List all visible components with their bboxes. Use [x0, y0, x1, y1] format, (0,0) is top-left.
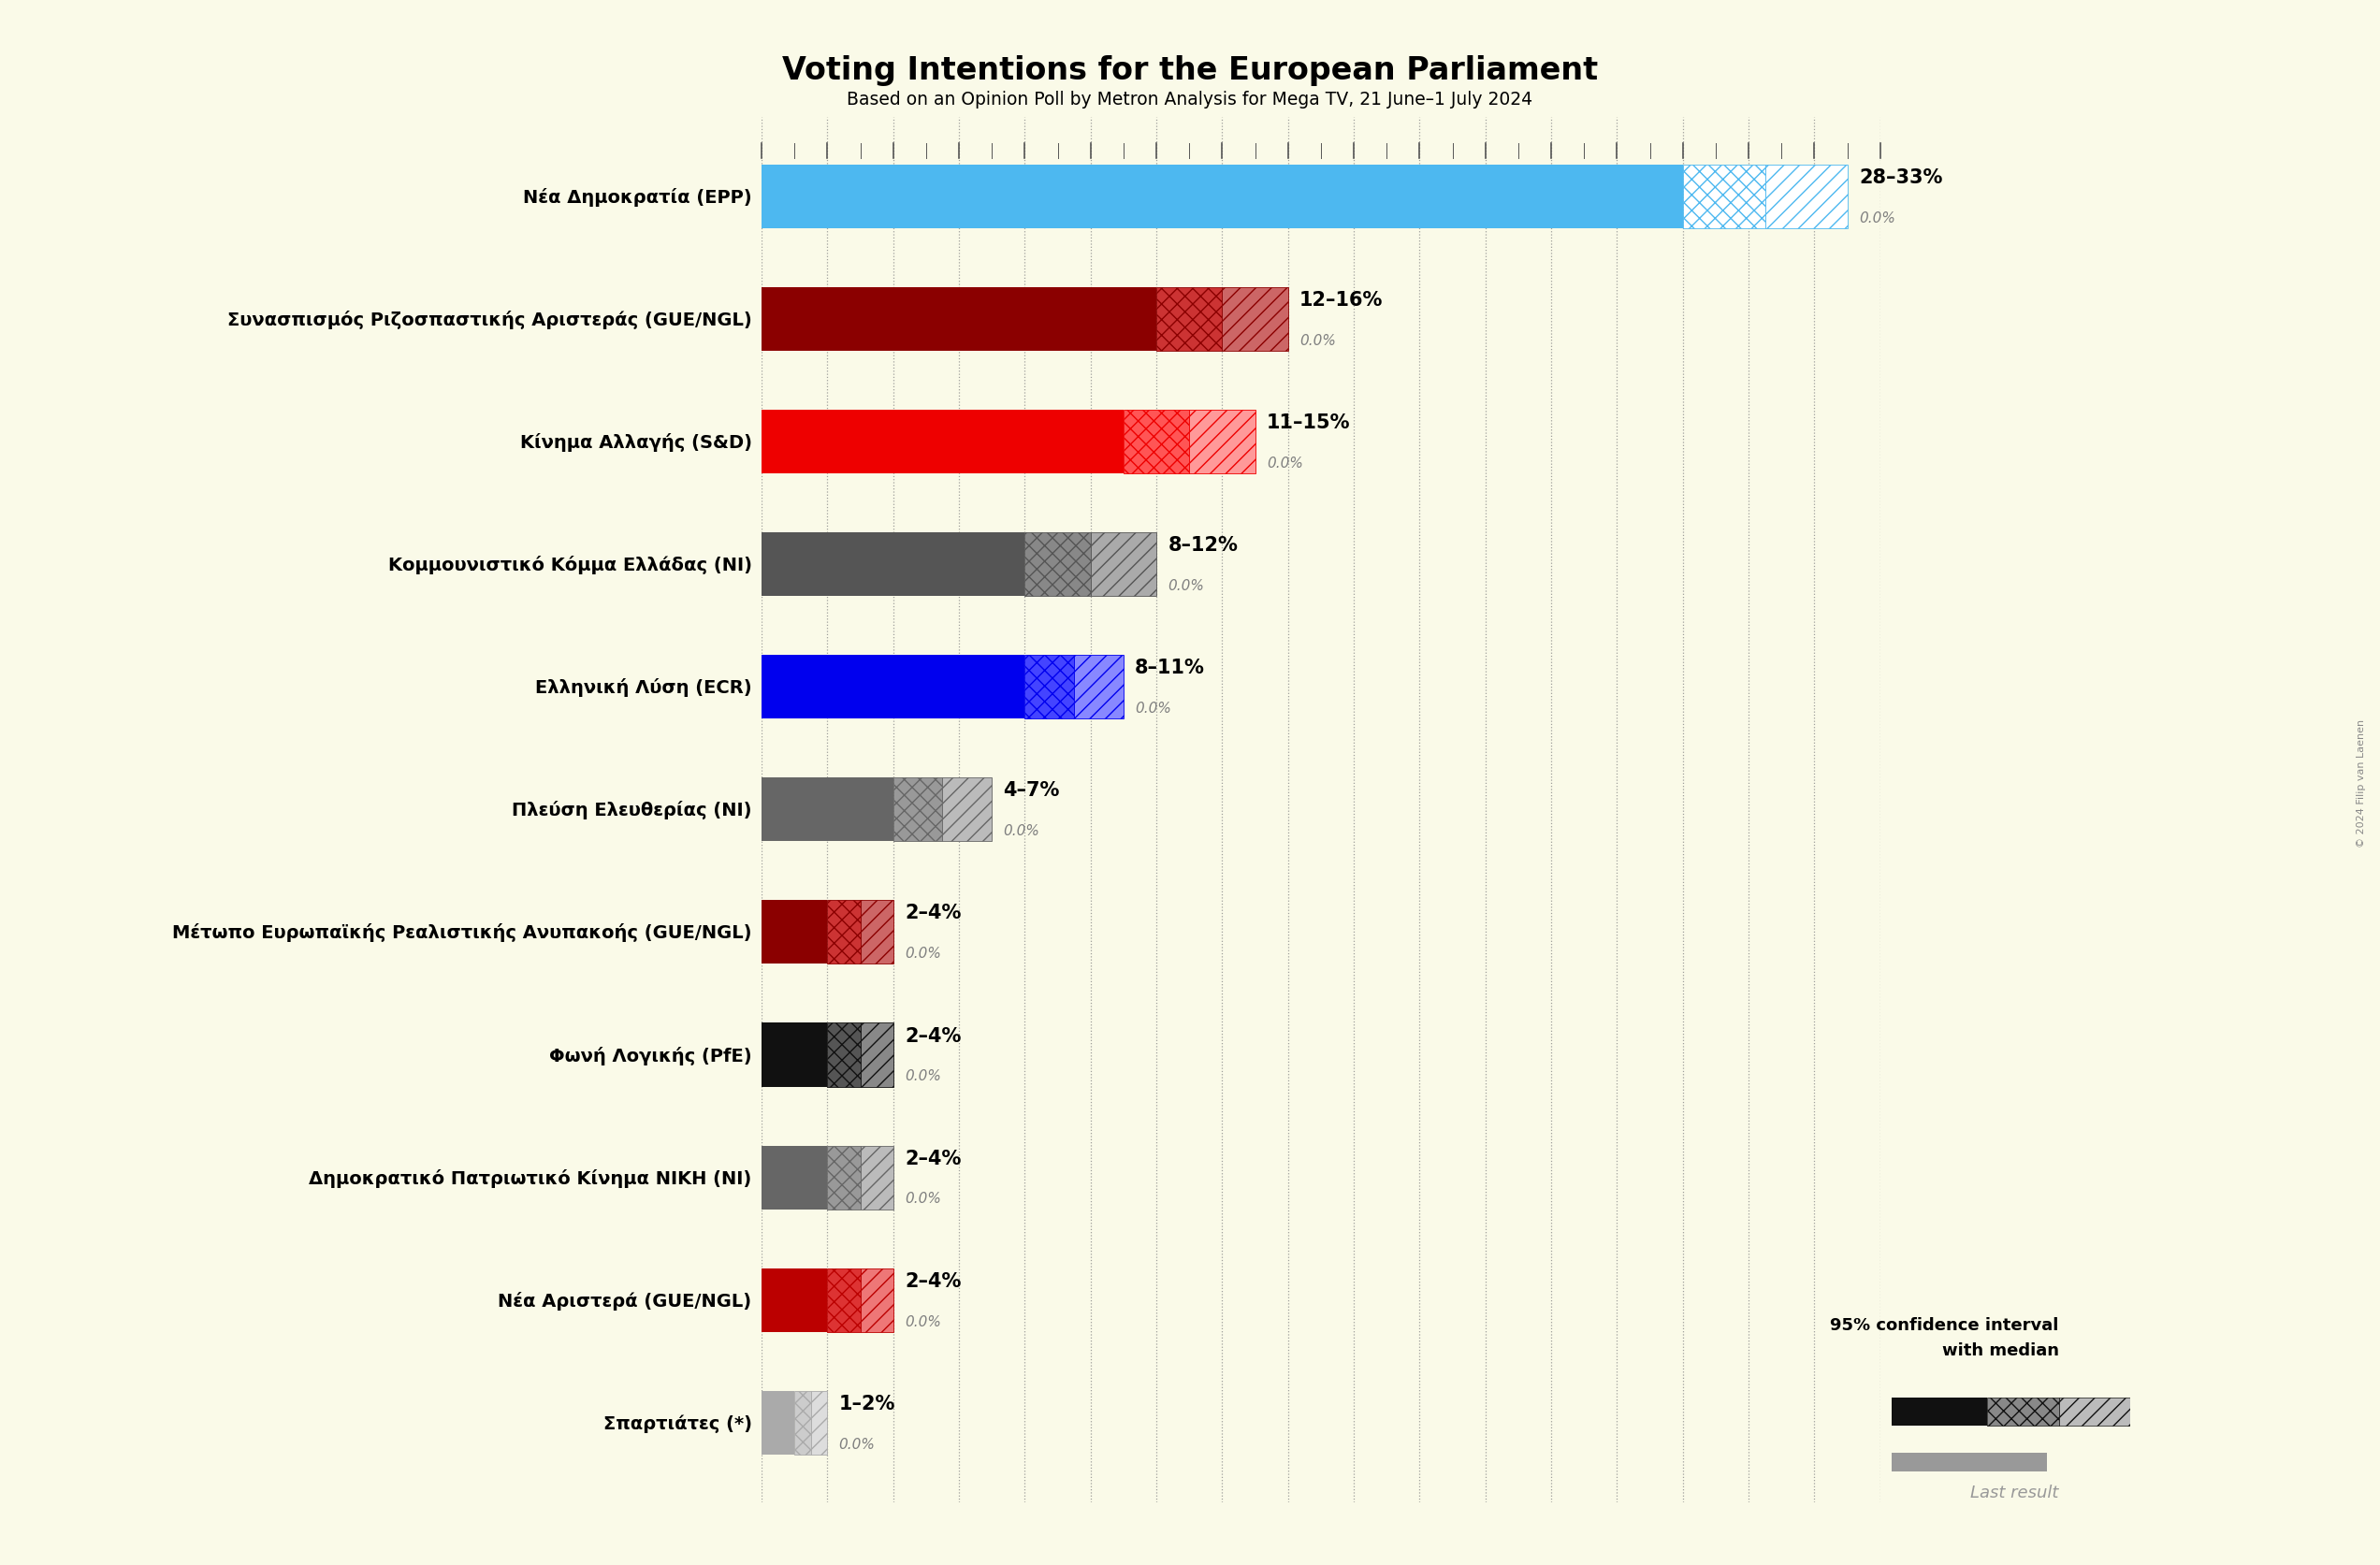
Bar [942, 778, 992, 842]
Text: 0.0%: 0.0% [904, 947, 940, 961]
Bar [828, 900, 859, 964]
Text: 95% confidence interval: 95% confidence interval [1830, 1316, 2059, 1333]
Text: Συνασπισμός Ριζοσπαστικής Αριστεράς (GUE/NGL): Συνασπισμός Ριζοσπαστικής Αριστεράς (GUE… [226, 310, 752, 329]
Bar [2059, 1398, 2130, 1426]
Text: with median: with median [1942, 1341, 2059, 1358]
Text: 28–33%: 28–33% [1859, 167, 1942, 186]
Bar [1026, 534, 1090, 596]
Bar [812, 1391, 828, 1454]
Text: 0.0%: 0.0% [1859, 211, 1894, 225]
Bar [1683, 166, 1766, 228]
Bar [1892, 1452, 2047, 1471]
Bar [1987, 1398, 2059, 1426]
Bar [762, 778, 892, 842]
Bar [859, 1146, 892, 1210]
Bar [859, 900, 892, 964]
Text: Based on an Opinion Poll by Metron Analysis for Mega TV, 21 June–1 July 2024: Based on an Opinion Poll by Metron Analy… [847, 91, 1533, 108]
Text: 0.0%: 0.0% [1169, 579, 1204, 593]
Text: Last result: Last result [1971, 1484, 2059, 1501]
Bar [828, 1146, 859, 1210]
Text: 0.0%: 0.0% [1266, 455, 1302, 469]
Text: 12–16%: 12–16% [1299, 291, 1383, 310]
Bar [859, 1268, 892, 1332]
Text: 4–7%: 4–7% [1004, 781, 1059, 800]
Text: Δημοκρατικό Πατριωτικό Κίνημα ΝΙΚΗ (NI): Δημοκρατικό Πατριωτικό Κίνημα ΝΙΚΗ (NI) [309, 1167, 752, 1186]
Bar [762, 410, 1123, 474]
Bar [892, 778, 942, 842]
Bar [859, 1024, 892, 1086]
Bar [762, 288, 1157, 352]
Bar [828, 1024, 859, 1086]
Text: 0.0%: 0.0% [1135, 701, 1171, 715]
Text: Voting Intentions for the European Parliament: Voting Intentions for the European Parli… [783, 55, 1597, 86]
Text: Νέα Δημοκρατία (EPP): Νέα Δημοκρατία (EPP) [524, 188, 752, 207]
Text: 8–11%: 8–11% [1135, 659, 1204, 678]
Bar [1892, 1398, 1987, 1426]
Text: Σπαρτιάτες (*): Σπαρτιάτες (*) [602, 1413, 752, 1432]
Bar [762, 900, 828, 964]
Bar [1026, 656, 1073, 720]
Bar [762, 534, 1026, 596]
Text: 0.0%: 0.0% [1004, 823, 1040, 837]
Text: 2–4%: 2–4% [904, 903, 962, 922]
Bar [762, 1146, 828, 1210]
Bar [762, 656, 1026, 720]
Bar [1766, 166, 1847, 228]
Bar [1073, 656, 1123, 720]
Text: 2–4%: 2–4% [904, 1149, 962, 1167]
Bar [1157, 288, 1223, 352]
Text: 2–4%: 2–4% [904, 1027, 962, 1045]
Text: 0.0%: 0.0% [904, 1315, 940, 1329]
Text: Κομμουνιστικό Κόμμα Ελλάδας (NI): Κομμουνιστικό Κόμμα Ελλάδας (NI) [388, 556, 752, 574]
Text: 0.0%: 0.0% [904, 1069, 940, 1083]
Text: 8–12%: 8–12% [1169, 535, 1238, 554]
Text: 0.0%: 0.0% [904, 1191, 940, 1205]
Text: Νέα Αριστερά (GUE/NGL): Νέα Αριστερά (GUE/NGL) [497, 1291, 752, 1310]
Bar [1190, 410, 1254, 474]
Bar [828, 1268, 859, 1332]
Bar [795, 1391, 812, 1454]
Text: 1–2%: 1–2% [838, 1394, 895, 1413]
Text: 0.0%: 0.0% [1299, 333, 1335, 347]
Bar [762, 1268, 828, 1332]
Text: Κίνημα Αλλαγής (S&D): Κίνημα Αλλαγής (S&D) [519, 434, 752, 452]
Text: 2–4%: 2–4% [904, 1271, 962, 1290]
Text: 0.0%: 0.0% [838, 1437, 876, 1451]
Bar [1223, 288, 1288, 352]
Bar [762, 1024, 828, 1086]
Bar [762, 166, 1683, 228]
Text: Πλεύση Ελευθερίας (NI): Πλεύση Ελευθερίας (NI) [512, 801, 752, 818]
Text: Μέτωπο Ευρωπαϊκής Ρεαλιστικής Ανυπακοής (GUE/NGL): Μέτωπο Ευρωπαϊκής Ρεαλιστικής Ανυπακοής … [171, 923, 752, 942]
Text: © 2024 Filip van Laenen: © 2024 Filip van Laenen [2356, 718, 2366, 847]
Bar [1123, 410, 1190, 474]
Text: Φωνή Λογικής (PfE): Φωνή Λογικής (PfE) [550, 1045, 752, 1064]
Bar [762, 1391, 795, 1454]
Text: Ελληνική Λύση (ECR): Ελληνική Λύση (ECR) [536, 678, 752, 696]
Bar [1090, 534, 1157, 596]
Text: 11–15%: 11–15% [1266, 413, 1349, 432]
